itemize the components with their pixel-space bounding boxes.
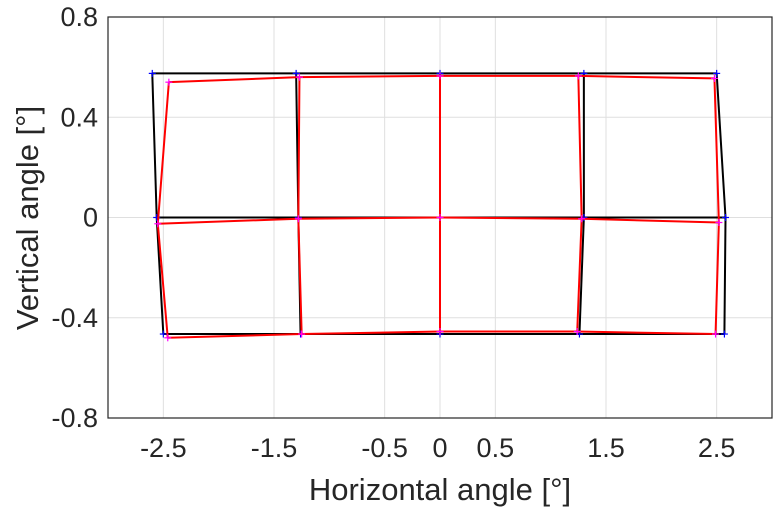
x-tick-label: 0.5 <box>477 433 515 463</box>
series-1-point-marker <box>720 330 728 338</box>
x-tick-label: -1.5 <box>251 433 298 463</box>
series-1-point-marker <box>713 69 721 77</box>
x-tick-label: 0 <box>432 433 447 463</box>
x-tick-label: -0.5 <box>361 433 408 463</box>
grid-series-2 <box>154 72 723 342</box>
y-tick-label: -0.4 <box>51 303 98 333</box>
series-2-point-marker <box>573 328 581 336</box>
plot-area-frame <box>107 16 773 419</box>
y-tick-label: 0 <box>83 203 98 233</box>
series-2-point-marker <box>436 214 444 221</box>
y-tick-labels: 0.8 0.4 0 -0.4 -0.8 <box>51 2 98 433</box>
series-2-point-marker <box>715 219 723 227</box>
x-tick-label: 2.5 <box>698 433 736 463</box>
series-2-point-marker <box>578 215 586 223</box>
series-1-point-marker <box>722 214 730 221</box>
series-1-point-marker <box>292 69 300 77</box>
series-2-point-marker <box>164 334 172 342</box>
series-2-point-marker <box>165 78 173 86</box>
y-tick-label: 0.4 <box>60 102 98 132</box>
series-2-point-marker <box>294 215 302 223</box>
series-2-point-marker <box>298 330 306 338</box>
series-2-point-marker <box>712 330 720 338</box>
series-2-point-marker <box>710 74 718 82</box>
x-tick-label: -2.5 <box>140 433 187 463</box>
series-1-point-marker <box>148 69 156 77</box>
x-tick-labels: -2.5 -1.5 -0.5 0 0.5 1.5 2.5 <box>140 433 735 463</box>
series-2-point-marker <box>436 72 444 80</box>
plot-series <box>148 69 730 342</box>
series-2-point-marker <box>154 220 162 228</box>
series-2-point-marker <box>436 328 444 336</box>
y-tick-label: -0.8 <box>51 403 98 433</box>
x-tick-label: 1.5 <box>587 433 625 463</box>
y-tick-label: 0.8 <box>60 2 98 32</box>
y-axis-label: Vertical angle [°] <box>10 106 45 330</box>
x-axis-label: Horizontal angle [°] <box>309 472 571 507</box>
series-2-point-marker <box>295 73 303 81</box>
series-2-point-marker <box>574 72 582 80</box>
series-1-point-marker <box>159 330 167 338</box>
